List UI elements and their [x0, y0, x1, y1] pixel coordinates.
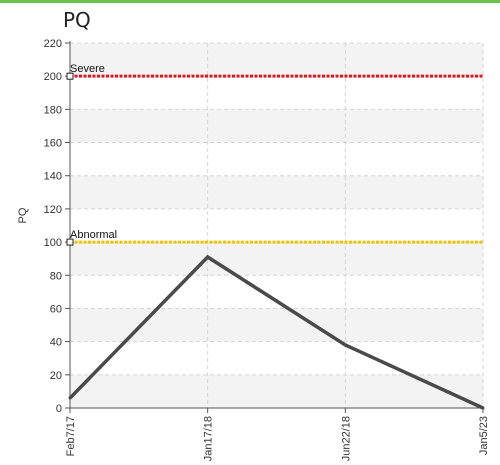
- data-point: [206, 255, 210, 259]
- data-point: [481, 406, 485, 410]
- y-tick-label: 160: [44, 138, 62, 150]
- series-line: [68, 254, 484, 410]
- grid-band: [70, 43, 483, 77]
- y-tick-label: 60: [50, 303, 62, 315]
- y-axis-title: PQ: [17, 207, 29, 223]
- y-tick-label: 20: [50, 370, 62, 382]
- grid-band: [70, 109, 483, 143]
- threshold-label-severe: Severe: [70, 63, 105, 75]
- data-point: [343, 343, 347, 347]
- y-tick-label: 80: [50, 270, 62, 282]
- grid-band: [70, 374, 483, 408]
- y-tick-label: 120: [44, 204, 62, 216]
- x-tick-label: Jun22/18: [340, 416, 352, 461]
- x-tick-label: Jan17/18: [203, 416, 215, 461]
- threshold-marker-abnormal: [66, 238, 74, 246]
- y-tick-label: 140: [44, 171, 62, 183]
- y-tick-label: 0: [56, 403, 62, 415]
- chart-title: PQ: [63, 8, 91, 32]
- y-tick-label: 220: [44, 38, 62, 50]
- accent-bar: [0, 0, 500, 3]
- threshold-label-abnormal: Abnormal: [70, 229, 117, 241]
- x-tick-label: Feb7/17: [65, 416, 77, 456]
- grid-band: [70, 175, 483, 209]
- grid-band: [70, 242, 483, 276]
- y-tick-label: 200: [44, 71, 62, 83]
- threshold-marker-severe: [66, 72, 74, 80]
- y-tick-label: 180: [44, 104, 62, 116]
- y-tick-label: 40: [50, 337, 62, 349]
- y-tick-label: 100: [44, 237, 62, 249]
- data-point: [68, 396, 72, 400]
- x-tick-label: Jan5/23: [478, 416, 490, 455]
